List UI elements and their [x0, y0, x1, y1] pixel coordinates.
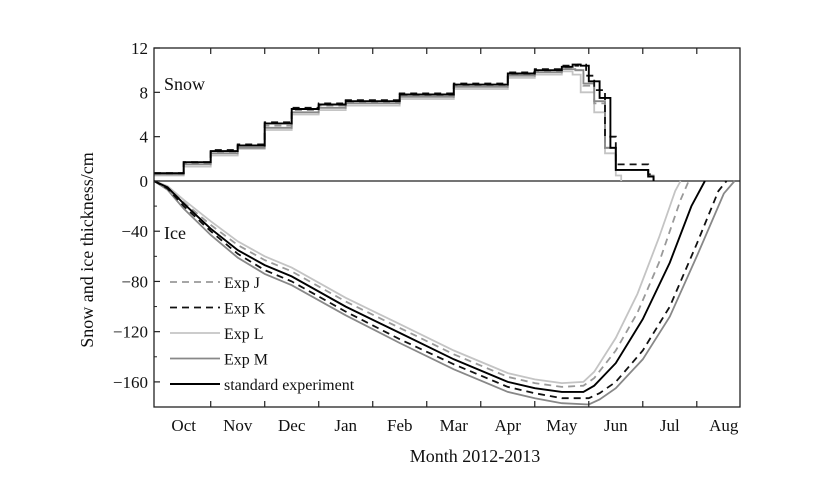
y-tick-label: −160 — [113, 373, 148, 392]
y-tick-label: −80 — [121, 272, 148, 291]
legend-label-standard-experiment: standard experiment — [224, 377, 355, 394]
y-tick-label: −40 — [121, 222, 148, 241]
series-exp-k-ice-line — [153, 180, 728, 400]
x-tick-label: May — [546, 416, 578, 435]
x-tick-label: Apr — [495, 416, 522, 435]
snow-annotation: Snow — [164, 74, 205, 94]
series-exp-l-ice-line — [153, 180, 682, 385]
legend: Exp J Exp K Exp L Exp M standard experiment — [170, 275, 355, 394]
x-tick-label: Feb — [387, 416, 413, 435]
ice-annotation: Ice — [164, 223, 186, 243]
series-standard-experiment-snow-line — [154, 63, 655, 181]
legend-label-exp-j: Exp J — [224, 275, 260, 292]
series-layer — [153, 63, 736, 406]
series-standard-experiment-ice-line — [153, 180, 706, 393]
legend-label-exp-k: Exp K — [224, 301, 266, 318]
legend-label-exp-m: Exp M — [224, 352, 268, 369]
x-tick-label: Jul — [660, 416, 680, 435]
legend-label-exp-l: Exp L — [224, 326, 264, 343]
x-tick-label: Nov — [223, 416, 253, 435]
x-tick-label: Oct — [171, 416, 196, 435]
x-tick-label: Jun — [604, 416, 628, 435]
y-tick-label: 8 — [140, 83, 149, 102]
axis-layer: 0 4 8 12 −40 −80 −120 −160 Oct Nov Dec Jan Feb Mar Apr… — [113, 39, 741, 435]
x-tick-label: Mar — [440, 416, 469, 435]
series-exp-m-ice-line — [153, 180, 736, 406]
x-tick-label: Jan — [334, 416, 357, 435]
y-axis-label: Snow and ice thickness/cm — [77, 152, 97, 347]
plot-frame — [153, 47, 741, 408]
x-tick-label: Aug — [709, 416, 739, 435]
y-tick-label: 12 — [131, 39, 148, 58]
x-axis-label: Month 2012-2013 — [410, 446, 541, 466]
x-tick-label: Dec — [278, 416, 306, 435]
text-layer: Snow and ice thickness/cm Month 2012-201… — [77, 74, 540, 466]
y-tick-label: 0 — [140, 172, 149, 191]
y-tick-label: 4 — [140, 128, 149, 147]
y-tick-label: −120 — [113, 323, 148, 342]
series-exp-j-ice-line — [153, 180, 690, 388]
